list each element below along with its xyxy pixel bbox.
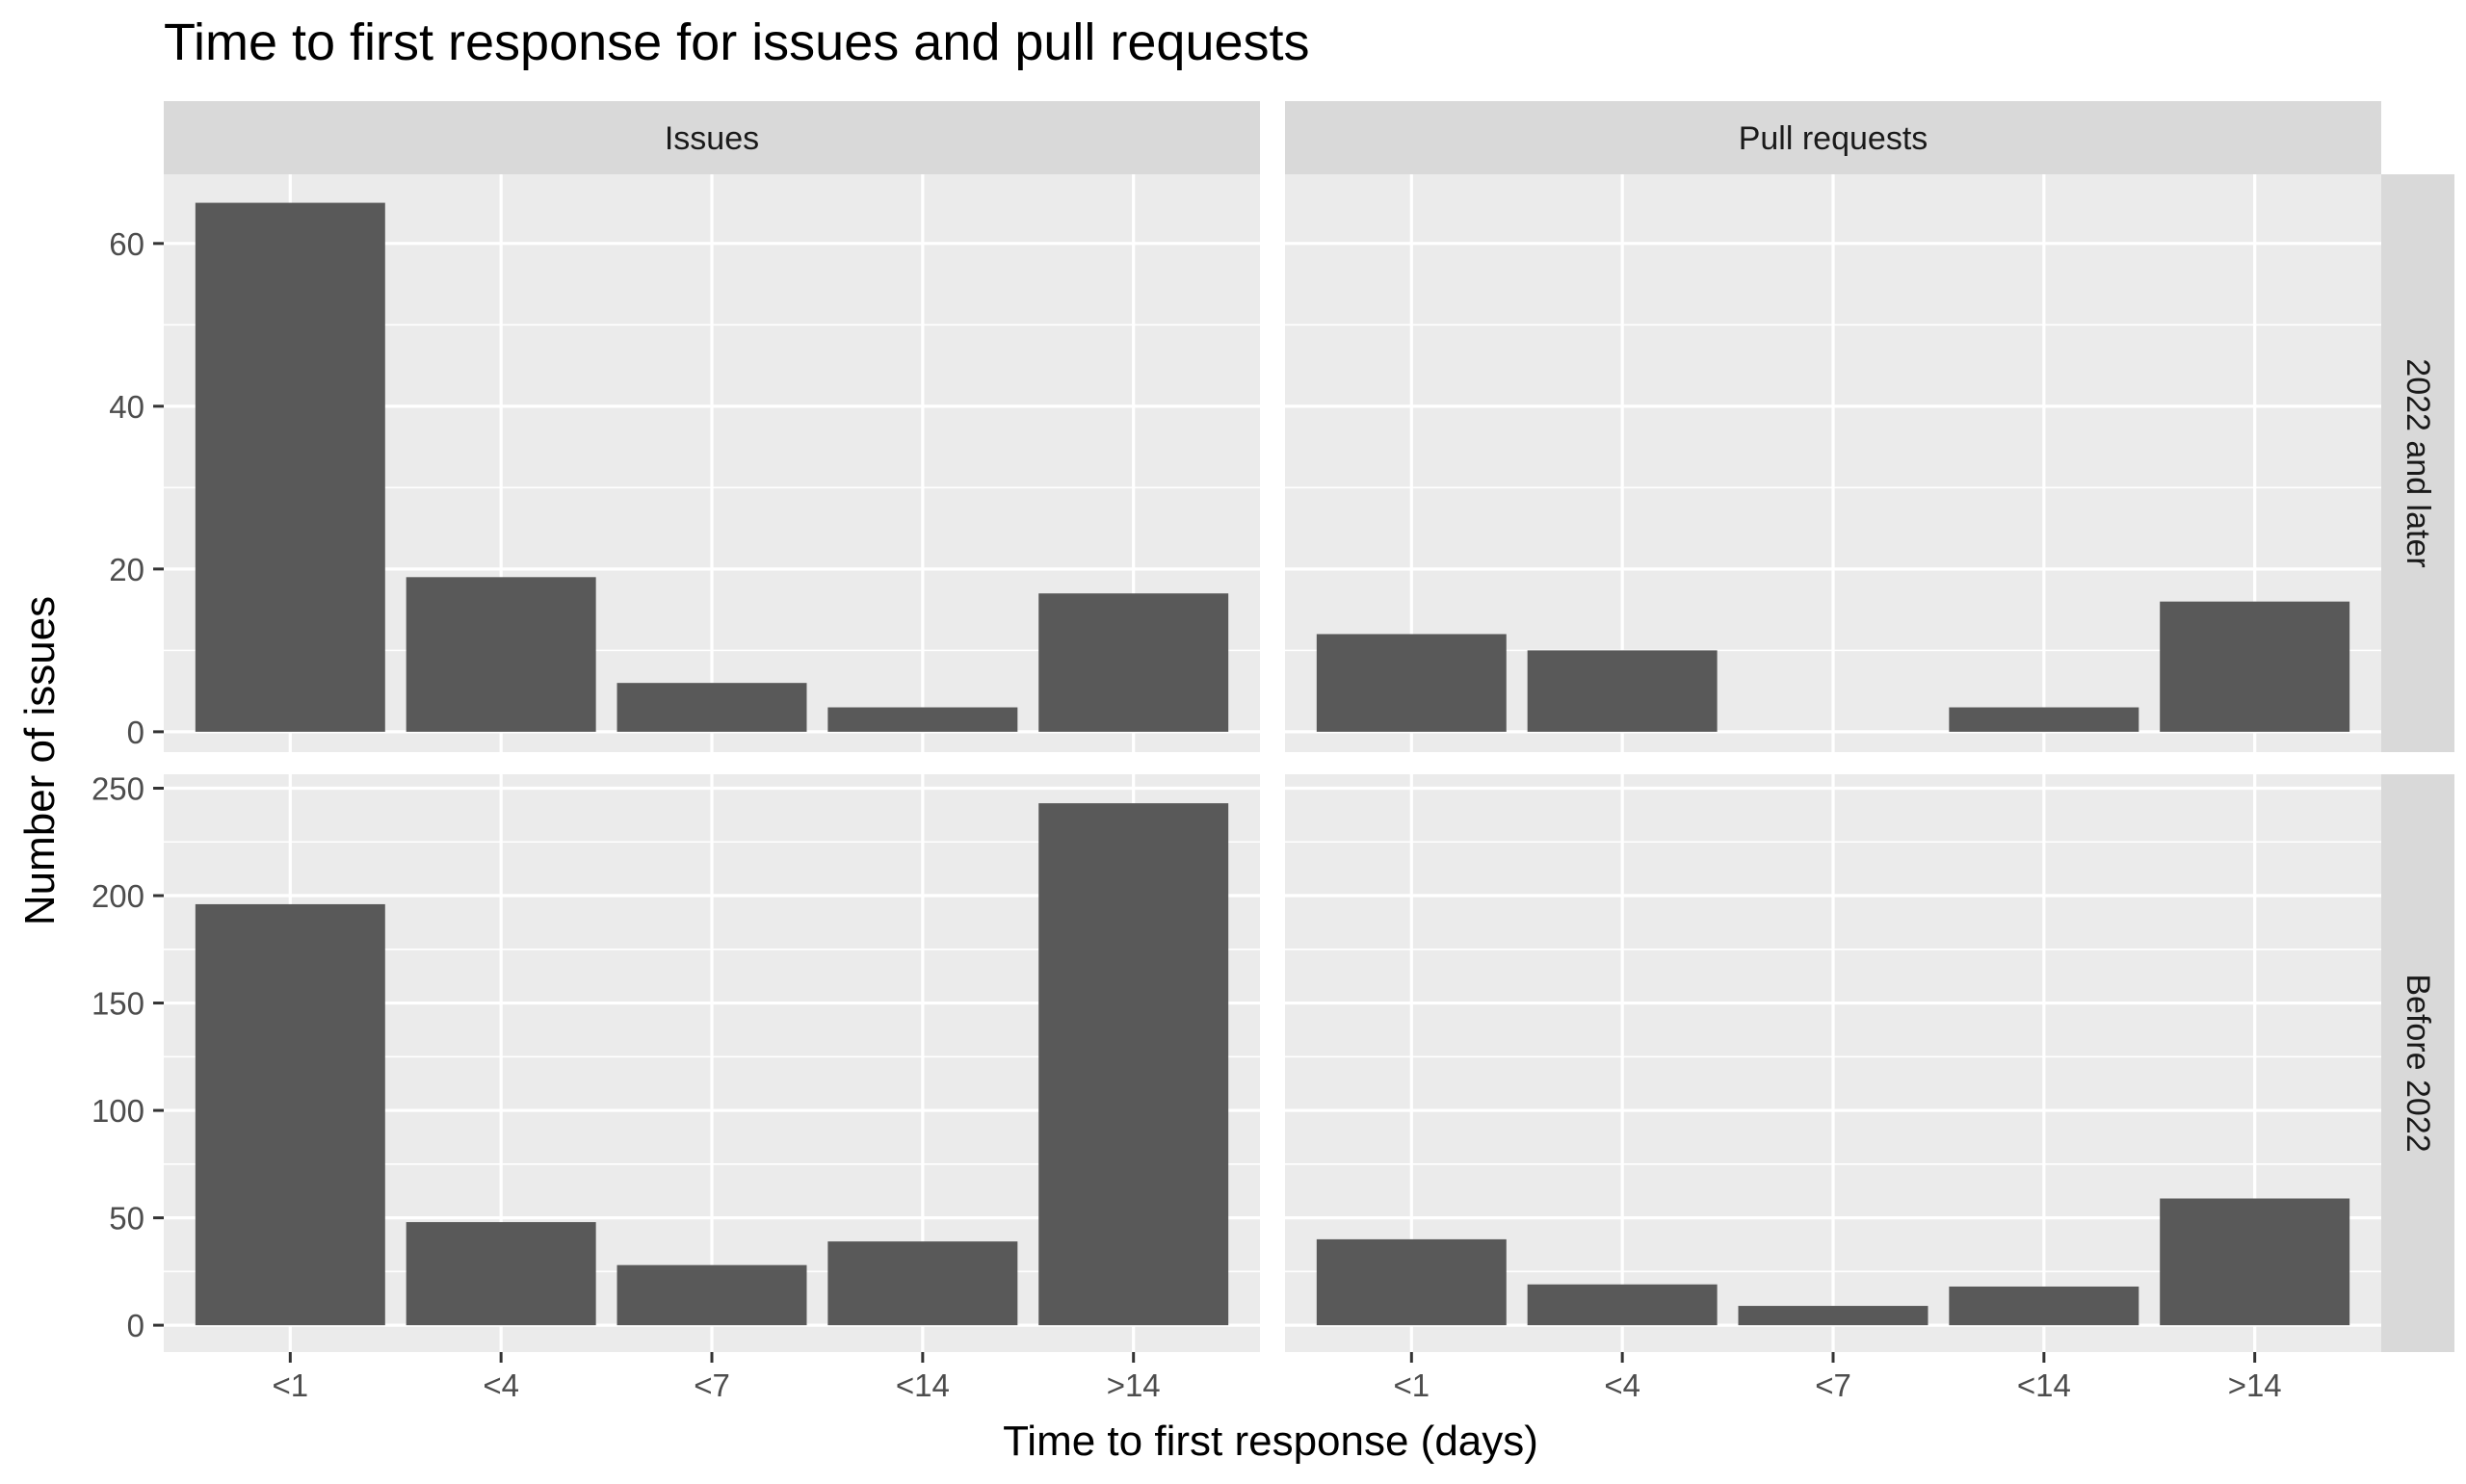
x-tick-label: <4 [1604, 1367, 1640, 1403]
facet-strip-label-before-2022: Before 2022 [2400, 974, 2436, 1152]
bar-2022-and-later-issues-14 [1038, 593, 1229, 732]
y-axis-title: Number of issues [16, 596, 64, 925]
facet-strip-label-2022-and-later: 2022 and later [2400, 358, 2436, 567]
x-tick-label: >14 [1107, 1367, 1161, 1403]
x-tick-label: <7 [694, 1367, 730, 1403]
bar-before-2022-pull-requests-7 [1738, 1306, 1928, 1326]
facet-strip-before-2022 [2381, 774, 2454, 1352]
bar-2022-and-later-issues-1 [195, 202, 385, 732]
bar-before-2022-pull-requests-1 [1316, 1238, 1507, 1326]
bar-2022-and-later-issues-4 [406, 577, 596, 732]
y-tick-label: 20 [109, 552, 144, 587]
x-tick-label: <7 [1815, 1367, 1851, 1403]
bar-before-2022-issues-14 [1038, 803, 1229, 1326]
bar-2022-and-later-pull-requests-14 [1949, 707, 2139, 732]
bar-2022-and-later-issues-7 [616, 683, 807, 732]
bar-before-2022-issues-14 [827, 1241, 1018, 1326]
bar-2022-and-later-issues-14 [827, 707, 1018, 732]
y-tick-label: 250 [92, 770, 144, 806]
y-tick-label: 40 [109, 389, 144, 425]
y-tick-label: 50 [109, 1201, 144, 1237]
chart-title: Time to first response for issues and pu… [164, 13, 1310, 71]
x-tick-label: <14 [2017, 1367, 2071, 1403]
bar-before-2022-issues-7 [616, 1264, 807, 1326]
x-axis-title: Time to first response (days) [1003, 1418, 1538, 1465]
y-tick-label: 200 [92, 878, 144, 914]
y-tick-label: 0 [127, 1308, 144, 1343]
x-tick-label: >14 [2228, 1367, 2282, 1403]
y-tick-label: 60 [109, 226, 144, 262]
x-tick-label: <1 [1393, 1367, 1430, 1403]
x-tick-label: <14 [896, 1367, 950, 1403]
y-tick-label: 0 [127, 715, 144, 750]
y-tick-label: 100 [92, 1093, 144, 1129]
facet-strip-label-pull-requests: Pull requests [1739, 120, 1928, 157]
x-tick-label: <4 [483, 1367, 519, 1403]
bar-2022-and-later-pull-requests-4 [1527, 650, 1718, 732]
facet-strip-2022-and-later [2381, 174, 2454, 752]
y-tick-label: 150 [92, 986, 144, 1022]
facet-strip-pull-requests [1285, 101, 2381, 174]
bar-before-2022-pull-requests-14 [1949, 1286, 2139, 1326]
bar-before-2022-pull-requests-14 [2160, 1198, 2350, 1326]
bar-2022-and-later-pull-requests-1 [1316, 634, 1507, 732]
bar-2022-and-later-pull-requests-14 [2160, 601, 2350, 732]
facet-strip-issues [164, 101, 1260, 174]
panels-layer: 0 20 40 60 0 50 100 150 200 250 <1 <4 <7 <14 >14 <1 <4 <7… [92, 101, 2454, 1403]
x-tick-label: <1 [272, 1367, 308, 1403]
bar-before-2022-issues-1 [195, 903, 385, 1326]
bar-before-2022-pull-requests-4 [1527, 1284, 1718, 1326]
bar-before-2022-issues-4 [406, 1222, 596, 1326]
facet-strip-label-issues: Issues [665, 120, 759, 157]
